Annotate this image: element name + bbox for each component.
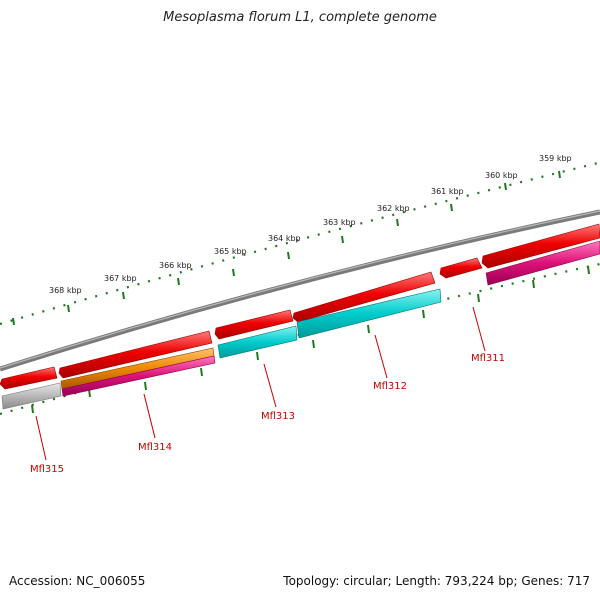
gene-labels: Mfl311 Mfl312 Mfl313 Mfl314 Mfl315: [30, 353, 505, 475]
gene-arrow-red-2[interactable]: [439, 257, 483, 279]
gene-arrow-red-3[interactable]: [292, 271, 436, 323]
outer-scale: 359 kbp 360 kbp 361 kbp 362 kbp 363 kbp …: [0, 154, 599, 326]
scale-label-362: 362 kbp: [377, 204, 410, 213]
accession-text: Accession: NC_006055: [9, 574, 146, 588]
gene-label-mfl312[interactable]: Mfl312: [373, 381, 407, 392]
gene-arrow-cyan-2[interactable]: [217, 325, 298, 359]
gene-arrow-red-4[interactable]: [214, 309, 294, 340]
gene-arrow-red-1[interactable]: [481, 223, 600, 269]
map-title: Mesoplasma florum L1, complete genome: [163, 10, 437, 25]
genome-summary-text: Topology: circular; Length: 793,224 bp; …: [283, 574, 590, 588]
scale-label-359: 359 kbp: [539, 154, 572, 163]
gene-label-mfl311[interactable]: Mfl311: [471, 353, 505, 364]
gene-arrow-cyan-1[interactable]: [296, 288, 442, 339]
gene-arrow-magenta-1[interactable]: [485, 240, 600, 286]
scale-label-365: 365 kbp: [214, 247, 247, 256]
outer-scale-dots: [0, 161, 599, 326]
gene-label-mfl314[interactable]: Mfl314: [138, 442, 172, 453]
scale-label-361: 361 kbp: [431, 187, 464, 196]
gene-arrow-magenta-2[interactable]: [61, 355, 216, 397]
inner-scale: [0, 262, 600, 416]
gene-label-mfl315[interactable]: Mfl315: [30, 464, 64, 475]
gene-label-mfl313[interactable]: Mfl313: [261, 411, 295, 422]
gene-arrow-grey-1[interactable]: [1, 382, 62, 410]
genome-backbone-highlight: [0, 210, 600, 369]
outer-scale-major-ticks: [12, 170, 561, 326]
genome-backbone: [0, 209, 600, 372]
scale-label-360: 360 kbp: [485, 171, 518, 180]
reverse-strand-genes: [1, 240, 600, 410]
scale-label-364: 364 kbp: [268, 234, 301, 243]
scale-label-368: 368 kbp: [49, 286, 82, 295]
gene-leader-lines: [35, 306, 486, 461]
gene-arrow-red-5[interactable]: [58, 330, 213, 379]
gene-arrow-red-6[interactable]: [0, 366, 58, 390]
scale-label-363: 363 kbp: [323, 218, 356, 227]
outer-scale-labels: 359 kbp 360 kbp 361 kbp 362 kbp 363 kbp …: [49, 154, 572, 295]
scale-label-366: 366 kbp: [159, 261, 192, 270]
inner-scale-major-ticks: [31, 265, 590, 414]
forward-strand-genes: [0, 223, 600, 390]
scale-label-367: 367 kbp: [104, 274, 137, 283]
